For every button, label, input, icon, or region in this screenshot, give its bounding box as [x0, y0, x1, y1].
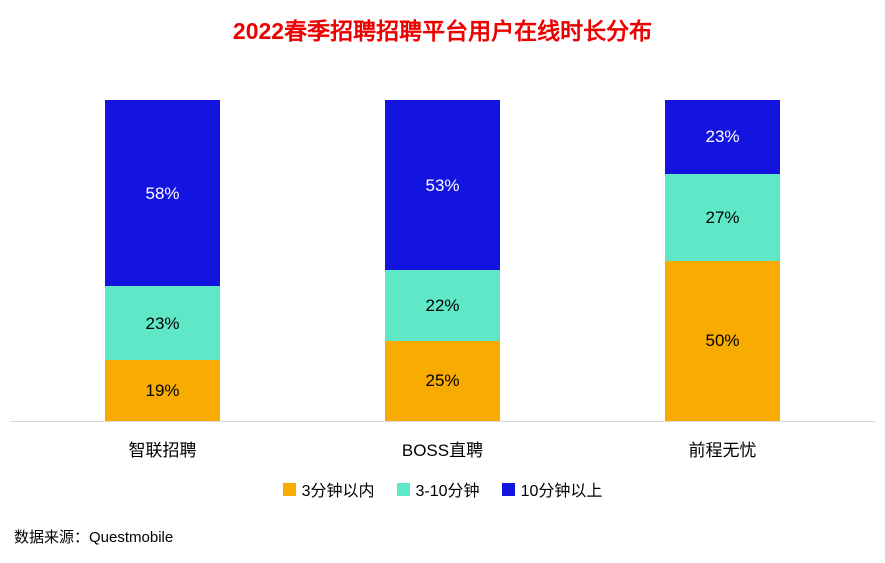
bar-segment: 19%	[105, 360, 220, 421]
category-label: BOSS直聘	[401, 441, 484, 460]
legend-swatch	[282, 482, 296, 496]
legend-item: 3-10分钟	[396, 477, 480, 501]
bar: 50% 27% 23%	[665, 100, 780, 421]
bar-value-label: 50%	[705, 331, 740, 351]
category-label: 智联招聘	[128, 441, 197, 460]
bar-segment: 53%	[385, 100, 500, 271]
bar-value-label: 22%	[425, 295, 460, 315]
bar-value-label: 23%	[705, 127, 740, 147]
bar-value-label: 25%	[425, 371, 460, 391]
bar-segment: 50%	[665, 260, 780, 421]
bar-value-label: 19%	[145, 381, 180, 400]
legend-label: 3-10分钟	[415, 483, 480, 500]
bar-segment: 58%	[105, 100, 220, 287]
bars-row: 19% 23% 58% 25% 22% 53% 50% 27% 23%	[10, 100, 875, 422]
legend-label: 3分钟以内	[301, 483, 375, 500]
legend-item: 3分钟以内	[282, 477, 375, 501]
bar-segment: 22%	[385, 270, 500, 341]
legend-swatch	[501, 482, 515, 496]
bar-value-label: 58%	[145, 183, 180, 203]
bar-segment: 23%	[105, 286, 220, 361]
bar-value-label: 23%	[145, 313, 180, 333]
bar: 19% 23% 58%	[105, 100, 220, 421]
bar-segment: 23%	[665, 100, 780, 174]
bar-segment: 27%	[665, 173, 780, 261]
bar-value-label: 27%	[705, 207, 740, 227]
bar-value-label: 53%	[425, 175, 460, 195]
chart-title: 2022春季招聘招聘平台用户在线时长分布	[232, 18, 653, 44]
bar: 25% 22% 53%	[385, 100, 500, 421]
category-label: 前程无忧	[688, 441, 757, 460]
data-source: 数据来源：Questmobile	[14, 529, 174, 546]
legend: 3分钟以内 3-10分钟 10分钟以上	[0, 477, 885, 501]
legend-label: 10分钟以上	[520, 483, 603, 500]
plot-area: 19% 23% 58% 25% 22% 53% 50% 27% 23% 智联招聘 BOSS直聘 前程…	[10, 100, 875, 461]
legend-swatch	[396, 482, 410, 496]
bar-segment: 25%	[385, 340, 500, 421]
category-axis: 智联招聘 BOSS直聘 前程无忧	[10, 436, 875, 461]
legend-item: 10分钟以上	[501, 477, 603, 501]
